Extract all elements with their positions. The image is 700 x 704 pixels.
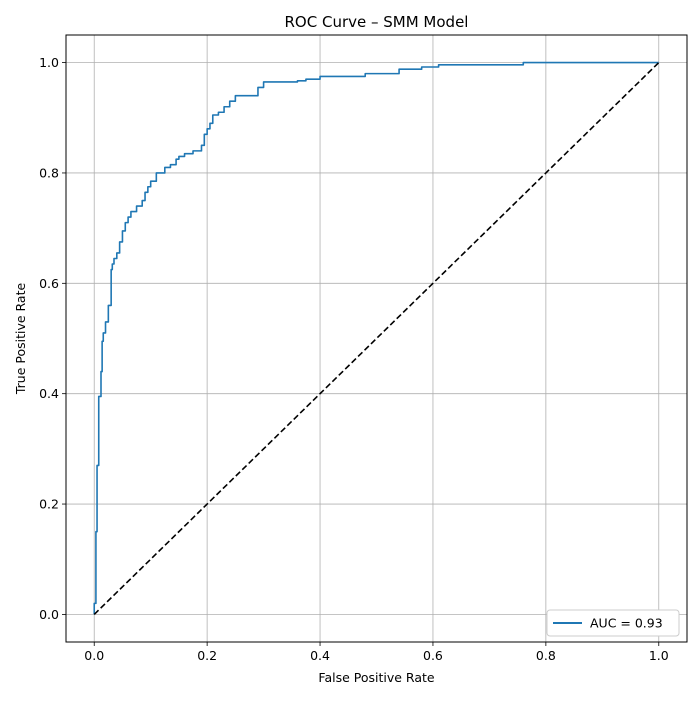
plot-frame bbox=[65, 34, 688, 643]
x-axis-label: False Positive Rate bbox=[318, 670, 434, 685]
x-tick-label: 0.4 bbox=[310, 648, 330, 663]
y-tick-label: 1.0 bbox=[39, 55, 59, 70]
y-tick-label: 0.2 bbox=[39, 497, 59, 512]
x-tick-label: 0.0 bbox=[84, 648, 104, 663]
y-tick-label: 0.0 bbox=[39, 607, 59, 622]
chance-diagonal-line bbox=[93, 62, 660, 615]
series-layer bbox=[93, 61, 660, 615]
legend-box bbox=[546, 609, 680, 637]
grid-lines bbox=[66, 35, 687, 642]
x-tick-label: 0.2 bbox=[197, 648, 217, 663]
legend-label: AUC = 0.93 bbox=[590, 616, 663, 631]
x-tick-label: 0.6 bbox=[423, 648, 443, 663]
y-tick-label: 0.4 bbox=[39, 386, 59, 401]
axis-ticks: 0.0 0.2 0.4 0.6 0.8 1.0 0.0 0.2 0.4 0.6 0.8 1.0 bbox=[39, 55, 669, 663]
y-tick-label: 0.8 bbox=[39, 165, 59, 180]
x-tick-label: 0.8 bbox=[536, 648, 556, 663]
chart-title: ROC Curve – SMM Model bbox=[285, 13, 469, 31]
y-tick-label: 0.6 bbox=[39, 276, 59, 291]
y-axis-label: True Positive Rate bbox=[13, 283, 28, 396]
roc-curve-line bbox=[93, 61, 659, 615]
x-tick-label: 1.0 bbox=[649, 648, 669, 663]
legend: AUC = 0.93 bbox=[546, 609, 680, 637]
